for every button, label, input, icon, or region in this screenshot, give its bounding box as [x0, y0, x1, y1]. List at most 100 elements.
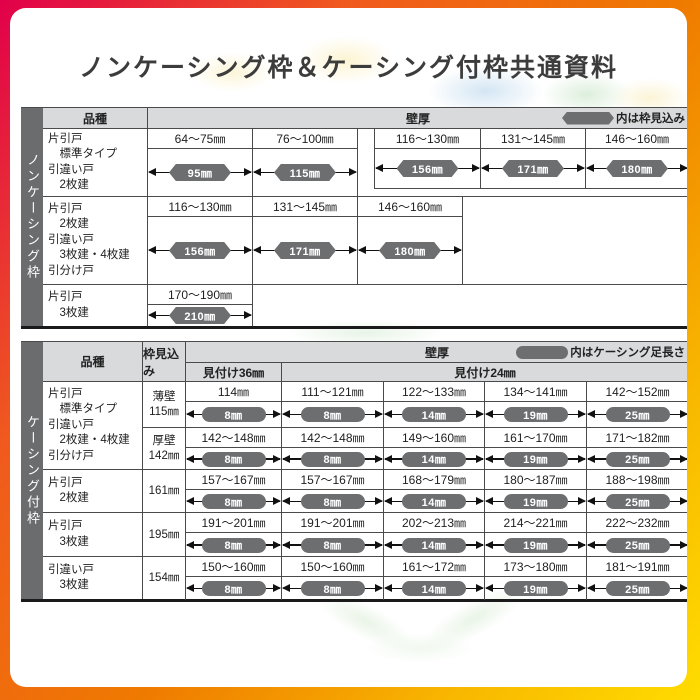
arrow-right-icon	[454, 246, 462, 254]
kind-line: 標準タイプ	[48, 148, 117, 160]
range-label: 111～121㎜	[282, 382, 383, 402]
kind-cell: 片引戸 3枚建	[43, 285, 148, 326]
range-label: 146～160㎜	[358, 197, 462, 217]
value-badge: 8㎜	[201, 537, 266, 553]
arrow-right-icon	[273, 454, 281, 463]
data-column: 64～75㎜ 95㎜	[148, 129, 253, 196]
data-column: 222～232㎜ 25㎜	[587, 513, 687, 557]
arrow-left-icon	[148, 246, 156, 254]
kind-line: 引違い戸	[48, 233, 94, 246]
arrow-left-icon	[253, 168, 261, 176]
arrow-right-icon	[476, 497, 484, 505]
arrow-right-icon	[375, 454, 383, 463]
range-label: 131～145㎜	[481, 129, 585, 149]
arrow-right-icon	[680, 497, 687, 505]
arrow-zone: 14㎜	[384, 448, 484, 470]
table2-subheader-24: 見付け24㎜	[282, 363, 687, 381]
table1-header-wall: 壁厚 内は枠見込み	[148, 108, 687, 129]
kind-cell: 引違い戸 3枚建	[43, 557, 143, 599]
arrow-left-icon	[148, 311, 156, 319]
mikomi-line: 薄壁	[152, 390, 176, 403]
range-label: 76～100㎜	[253, 129, 357, 149]
arrow-zone: 180㎜	[586, 149, 687, 188]
arrow-zone: 156㎜	[375, 149, 480, 188]
mikomi-line: 195㎜	[148, 528, 180, 541]
range-label: 142～148㎜	[282, 428, 383, 448]
table2-legend-label: 内はケーシング足長さ	[570, 347, 685, 359]
data-column: 146～160㎜ 180㎜	[358, 197, 463, 284]
value-badge: 180㎜	[379, 242, 441, 259]
table1-header-kind: 品種	[43, 108, 148, 129]
arrow-zone: 25㎜	[587, 577, 687, 600]
table1-row: 片引戸 2枚建 引違い戸 3枚建・4枚建 引分け戸 116～130㎜ 156㎜ 131～1…	[43, 196, 687, 284]
arrow-left-icon	[384, 497, 392, 505]
range-label: 64～75㎜	[148, 129, 252, 149]
column-group: 170～190㎜ 210㎜	[148, 285, 253, 326]
arrow-zone: 95㎜	[148, 149, 252, 196]
value-badge: 210㎜	[169, 307, 231, 324]
value-badge: 115㎜	[274, 164, 336, 181]
arrow-left-icon	[384, 540, 392, 549]
table2-row: 片引戸 2枚建 161㎜ 157～167㎜ 8㎜ 157～167㎜ 8㎜ 168～179㎜ 1…	[43, 469, 687, 513]
data-column: 161～170㎜ 19㎜	[485, 428, 587, 470]
arrow-right-icon	[476, 584, 484, 592]
range-label: 202～213㎜	[384, 513, 484, 533]
value-badge: 156㎜	[396, 160, 459, 177]
arrow-right-icon	[244, 246, 252, 254]
column-group: 116～130㎜ 156㎜ 131～145㎜ 171㎜ 146～160㎜ 180㎜	[148, 197, 463, 284]
data-column: 191～201㎜ 8㎜	[186, 513, 282, 557]
range-label: 116～130㎜	[148, 197, 252, 217]
arrow-zone: 25㎜	[587, 490, 687, 513]
data-column: 202～213㎜ 14㎜	[384, 513, 485, 557]
kind-line: 引違い戸	[48, 163, 94, 176]
arrow-left-icon	[587, 584, 595, 592]
data-column: 131～145㎜ 171㎜	[481, 129, 586, 188]
data-column: 170～190㎜ 210㎜	[148, 285, 253, 326]
arrow-zone: 171㎜	[253, 217, 357, 284]
arrow-zone: 115㎜	[253, 149, 357, 196]
range-label: 173～180㎜	[485, 557, 586, 577]
range-label: 146～160㎜	[586, 129, 687, 149]
range-label: 168～179㎜	[384, 470, 484, 490]
cells: 142～148㎜ 8㎜ 142～148㎜ 8㎜ 149～160㎜ 14㎜ 161～170㎜ 1…	[186, 428, 687, 470]
arrow-left-icon	[384, 454, 392, 463]
arrow-left-icon	[587, 454, 595, 463]
mikomi-line: 154㎜	[148, 572, 180, 584]
arrow-right-icon	[273, 540, 281, 549]
kind-line: 3枚建	[48, 535, 89, 548]
value-badge: 8㎜	[201, 494, 266, 509]
arrow-right-icon	[476, 540, 484, 549]
arrow-zone: 8㎜	[186, 448, 281, 470]
pill-badge-icon	[516, 345, 569, 359]
table1-legend: 内は枠見込み	[562, 108, 685, 128]
kind-line: 2枚建	[48, 218, 89, 231]
range-label: 142～148㎜	[186, 428, 281, 448]
range-label: 157～167㎜	[282, 470, 383, 490]
data-column: 150～160㎜ 8㎜	[282, 557, 384, 600]
value-badge: 25㎜	[605, 581, 670, 596]
range-label: 142～152㎜	[587, 382, 687, 402]
value-badge: 8㎜	[300, 581, 365, 596]
table1-row: 片引戸 標準タイプ 引違い戸 2枚建 64～75㎜ 95㎜ 76～100㎜ 115㎜ 116…	[43, 129, 687, 196]
kind-line: 片引戸	[48, 520, 83, 532]
table2-row: 片引戸 標準タイプ 引違い戸 2枚建・4枚建 引分け戸 薄壁 115㎜ 114㎜ 8㎜ 111…	[43, 381, 687, 470]
kind-line: 引分け戸	[48, 264, 94, 277]
value-badge: 8㎜	[300, 537, 365, 553]
range-label: 116～130㎜	[375, 129, 480, 149]
value-badge: 19㎜	[503, 407, 568, 422]
hexagon-badge-icon	[562, 111, 614, 125]
arrow-zone: 180㎜	[358, 217, 462, 284]
arrow-left-icon	[384, 410, 392, 418]
range-label: 161～172㎜	[384, 557, 484, 577]
table2-header-wall: 壁厚 内はケーシング足長さ	[186, 342, 687, 363]
kind-line: 2枚建	[48, 492, 89, 504]
range-label: 134～141㎜	[485, 382, 586, 402]
arrow-right-icon	[476, 454, 484, 463]
arrow-right-icon	[680, 410, 687, 418]
range-label: 149～160㎜	[384, 428, 484, 448]
value-badge: 14㎜	[402, 494, 466, 509]
value-badge: 156㎜	[169, 242, 231, 259]
kind-line: 片引戸	[48, 291, 83, 303]
arrow-right-icon	[273, 410, 281, 418]
arrow-left-icon	[358, 246, 366, 254]
